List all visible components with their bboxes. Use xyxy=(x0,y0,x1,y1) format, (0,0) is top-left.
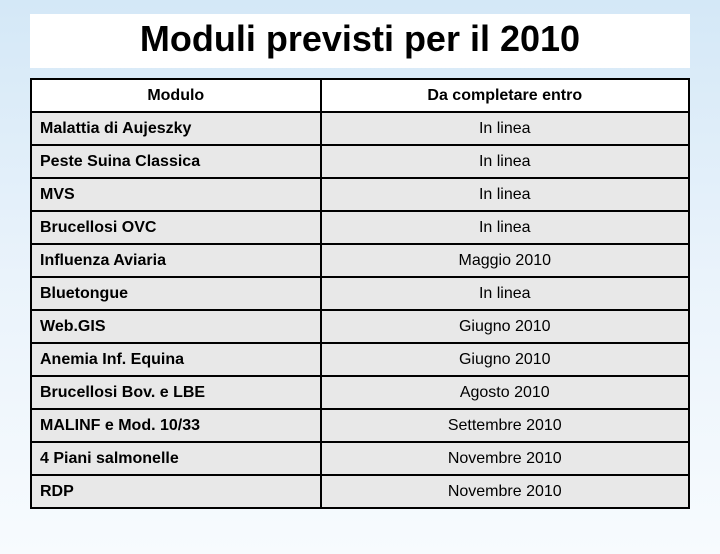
cell-module: Anemia Inf. Equina xyxy=(31,343,321,376)
cell-module: Bluetongue xyxy=(31,277,321,310)
cell-module: Web.GIS xyxy=(31,310,321,343)
table-row: Malattia di AujeszkyIn linea xyxy=(31,112,689,145)
cell-module: MALINF e Mod. 10/33 xyxy=(31,409,321,442)
cell-module: MVS xyxy=(31,178,321,211)
cell-deadline: Novembre 2010 xyxy=(321,475,689,508)
cell-deadline: In linea xyxy=(321,211,689,244)
table-row: Web.GISGiugno 2010 xyxy=(31,310,689,343)
cell-module: Malattia di Aujeszky xyxy=(31,112,321,145)
slide-title-box: Moduli previsti per il 2010 xyxy=(30,14,690,68)
table-row: MVSIn linea xyxy=(31,178,689,211)
modules-table: Modulo Da completare entro Malattia di A… xyxy=(30,78,690,509)
cell-deadline: In linea xyxy=(321,178,689,211)
cell-module: 4 Piani salmonelle xyxy=(31,442,321,475)
cell-deadline: Giugno 2010 xyxy=(321,310,689,343)
table-row: Anemia Inf. EquinaGiugno 2010 xyxy=(31,343,689,376)
cell-deadline: Novembre 2010 xyxy=(321,442,689,475)
cell-module: Influenza Aviaria xyxy=(31,244,321,277)
cell-module: Brucellosi OVC xyxy=(31,211,321,244)
cell-deadline: Agosto 2010 xyxy=(321,376,689,409)
table-row: 4 Piani salmonelleNovembre 2010 xyxy=(31,442,689,475)
table-row: RDPNovembre 2010 xyxy=(31,475,689,508)
cell-deadline: Maggio 2010 xyxy=(321,244,689,277)
cell-module: RDP xyxy=(31,475,321,508)
cell-deadline: Settembre 2010 xyxy=(321,409,689,442)
cell-deadline: In linea xyxy=(321,145,689,178)
slide-title: Moduli previsti per il 2010 xyxy=(30,18,690,60)
cell-module: Brucellosi Bov. e LBE xyxy=(31,376,321,409)
cell-module: Peste Suina Classica xyxy=(31,145,321,178)
table-header-row: Modulo Da completare entro xyxy=(31,79,689,112)
table-row: MALINF e Mod. 10/33Settembre 2010 xyxy=(31,409,689,442)
table-row: Peste Suina ClassicaIn linea xyxy=(31,145,689,178)
col-header-module: Modulo xyxy=(31,79,321,112)
cell-deadline: In linea xyxy=(321,112,689,145)
col-header-deadline: Da completare entro xyxy=(321,79,689,112)
table-row: Brucellosi OVCIn linea xyxy=(31,211,689,244)
table-row: Influenza AviariaMaggio 2010 xyxy=(31,244,689,277)
cell-deadline: In linea xyxy=(321,277,689,310)
table-row: BluetongueIn linea xyxy=(31,277,689,310)
cell-deadline: Giugno 2010 xyxy=(321,343,689,376)
table-row: Brucellosi Bov. e LBEAgosto 2010 xyxy=(31,376,689,409)
